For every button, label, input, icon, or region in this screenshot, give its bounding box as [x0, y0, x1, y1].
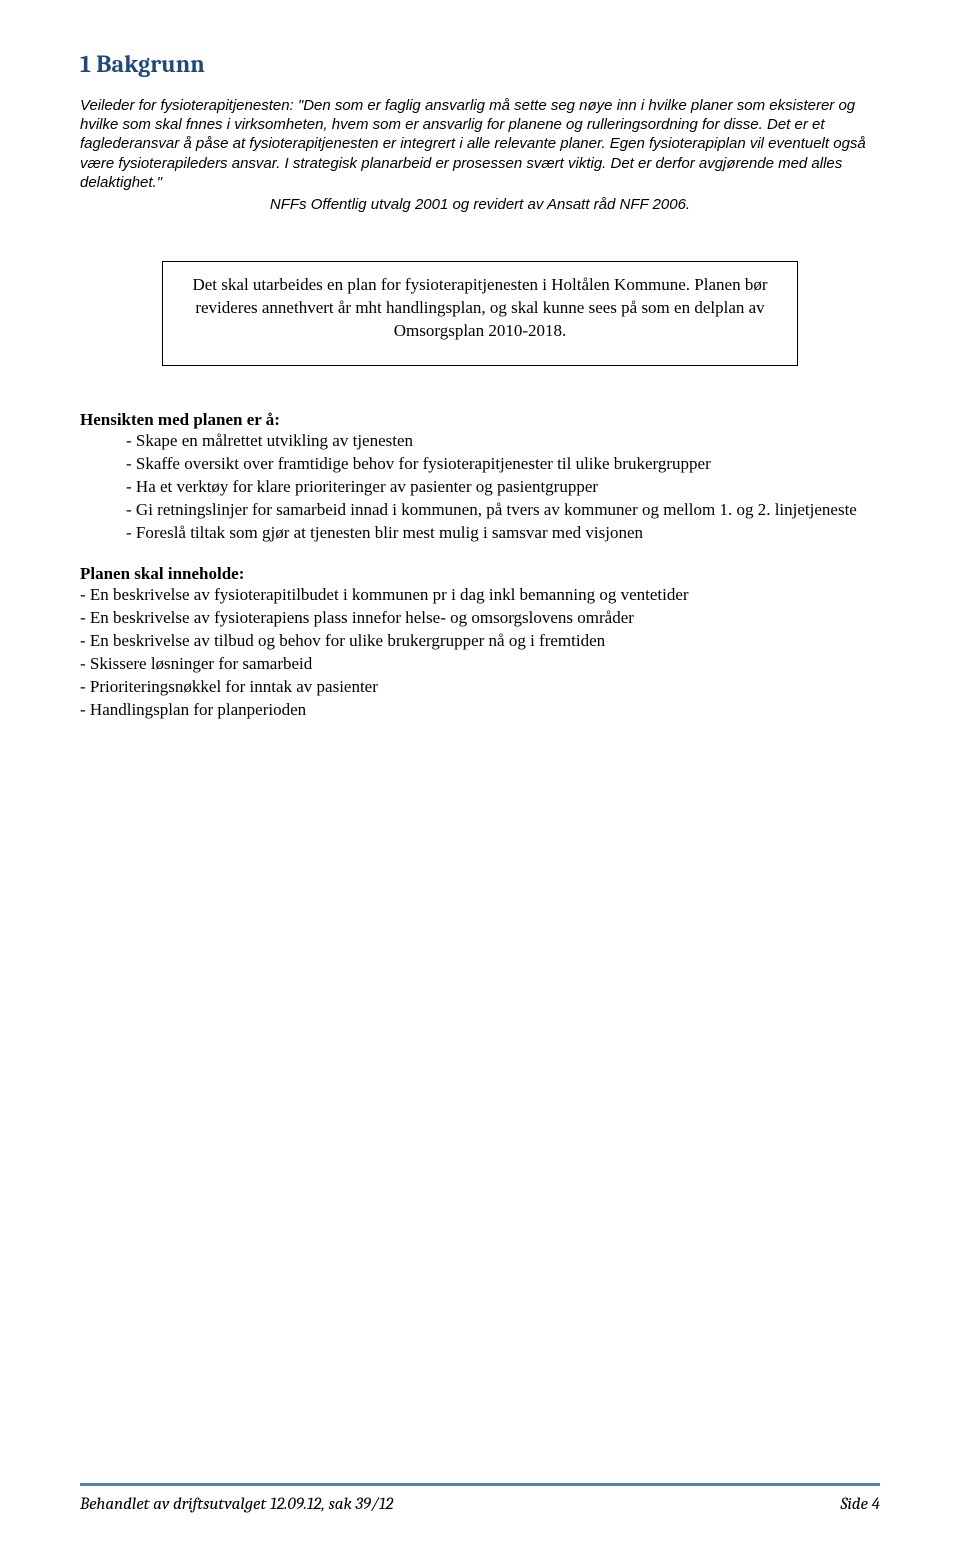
contents-title: Planen skal inneholde:	[80, 564, 880, 584]
list-item: - Handlingsplan for planperioden	[80, 699, 880, 722]
list-item: - Skissere løsninger for samarbeid	[80, 653, 880, 676]
list-item: - En beskrivelse av fysioterapitilbudet …	[80, 584, 880, 607]
list-item: - Skape en målrettet utvikling av tjenes…	[126, 430, 880, 453]
footer-right: Side 4	[840, 1495, 880, 1514]
intro-source: NFFs Offentlig utvalg 2001 og revidert a…	[80, 196, 880, 213]
page-content: 1 Bakgrunn Veileder for fysioterapitjene…	[0, 0, 960, 722]
summary-box: Det skal utarbeides en plan for fysioter…	[162, 261, 798, 366]
contents-block: Planen skal inneholde: - En beskrivelse …	[80, 564, 880, 722]
list-item: - Ha et verktøy for klare prioriteringer…	[126, 476, 880, 499]
intro-quote: Veileder for fysioterapitjenesten: "Den …	[80, 96, 880, 192]
summary-box-text: Det skal utarbeides en plan for fysioter…	[192, 275, 767, 340]
purpose-list: - Skape en målrettet utvikling av tjenes…	[80, 430, 880, 545]
purpose-title: Hensikten med planen er å:	[80, 410, 880, 430]
purpose-block: Hensikten med planen er å: - Skape en må…	[80, 410, 880, 545]
list-item: - Prioriteringsnøkkel for inntak av pasi…	[80, 676, 880, 699]
contents-list: - En beskrivelse av fysioterapitilbudet …	[80, 584, 880, 722]
list-item: - En beskrivelse av fysioterapiens plass…	[80, 607, 880, 630]
footer-left: Behandlet av driftsutvalget 12.09.12, sa…	[80, 1495, 393, 1514]
list-item: - Gi retningslinjer for samarbeid innad …	[126, 499, 880, 522]
page-footer: Behandlet av driftsutvalget 12.09.12, sa…	[80, 1495, 880, 1514]
section-heading: 1 Bakgrunn	[80, 50, 880, 78]
list-item: - En beskrivelse av tilbud og behov for …	[80, 630, 880, 653]
list-item: - Skaffe oversikt over framtidige behov …	[126, 453, 880, 476]
footer-rule	[80, 1483, 880, 1486]
list-item: - Foreslå tiltak som gjør at tjenesten b…	[126, 522, 880, 545]
